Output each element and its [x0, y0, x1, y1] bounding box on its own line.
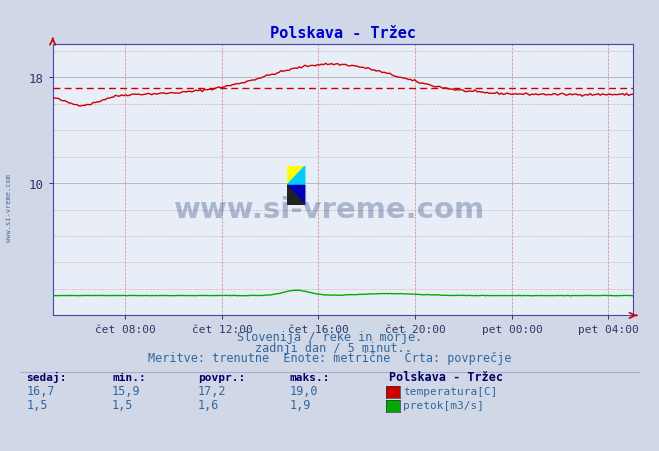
Text: sedaj:: sedaj:: [26, 371, 67, 382]
Text: 16,7: 16,7: [26, 384, 55, 397]
Polygon shape: [287, 186, 304, 205]
Text: 1,6: 1,6: [198, 398, 219, 411]
Text: 19,0: 19,0: [290, 384, 318, 397]
Title: Polskava - Tržec: Polskava - Tržec: [270, 26, 416, 41]
Text: 1,5: 1,5: [26, 398, 47, 411]
Polygon shape: [287, 186, 304, 205]
Text: min.:: min.:: [112, 372, 146, 382]
Text: maks.:: maks.:: [290, 372, 330, 382]
Text: Meritve: trenutne  Enote: metrične  Črta: povprečje: Meritve: trenutne Enote: metrične Črta: …: [148, 349, 511, 364]
Polygon shape: [287, 167, 304, 186]
Text: 15,9: 15,9: [112, 384, 140, 397]
Text: zadnji dan / 5 minut.: zadnji dan / 5 minut.: [254, 341, 405, 354]
Text: 1,9: 1,9: [290, 398, 311, 411]
Text: 1,5: 1,5: [112, 398, 133, 411]
Polygon shape: [287, 167, 304, 186]
Text: 17,2: 17,2: [198, 384, 226, 397]
Text: povpr.:: povpr.:: [198, 372, 245, 382]
Text: www.si-vreme.com: www.si-vreme.com: [5, 174, 12, 241]
Text: www.si-vreme.com: www.si-vreme.com: [174, 196, 485, 224]
Text: Polskava - Tržec: Polskava - Tržec: [389, 370, 503, 383]
Text: pretok[m3/s]: pretok[m3/s]: [403, 400, 484, 410]
Text: Slovenija / reke in morje.: Slovenija / reke in morje.: [237, 331, 422, 344]
Text: temperatura[C]: temperatura[C]: [403, 386, 498, 396]
